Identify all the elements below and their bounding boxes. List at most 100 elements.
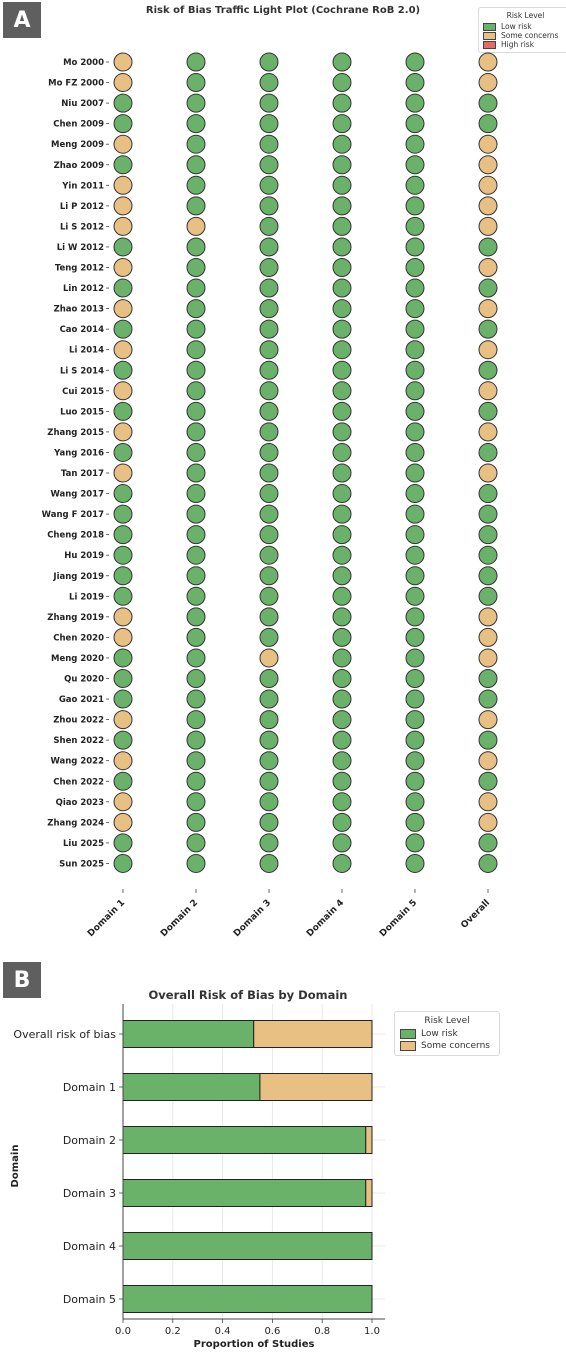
judgement-dot-wang-2017-domain-2 xyxy=(186,484,206,504)
judgement-dot-teng-2012-domain-4 xyxy=(332,258,352,277)
judgement-dot-cao-2014-domain-3 xyxy=(259,319,279,339)
study-label-mo-2000: Mo 2000 xyxy=(63,58,104,68)
judgement-dot-hu-2019-domain-3 xyxy=(259,545,279,565)
judgement-dot-luo-2015-domain-3 xyxy=(259,401,279,421)
category-label-domain-2: Domain 2 xyxy=(63,1134,116,1147)
legend-label-low: Low risk xyxy=(501,22,532,31)
judgement-dot-mo-fz-2000-domain-3 xyxy=(259,73,279,93)
judgement-dot-mo-2000-domain-3 xyxy=(259,52,279,72)
judgement-dot-mo-2000-domain-4 xyxy=(332,52,352,72)
judgement-dot-li-2014-domain-5 xyxy=(405,340,425,360)
judgement-dot-zhao-2013-domain-4 xyxy=(332,299,352,319)
judgement-dot-meng-2009-domain-4 xyxy=(332,134,352,154)
judgement-dot-shen-2022-domain-5 xyxy=(405,730,425,750)
judgement-dot-niu-2007-overall xyxy=(478,93,498,113)
study-label-cui-2015: Cui 2015 xyxy=(62,387,104,397)
category-label-domain-1: Domain 1 xyxy=(63,1081,116,1094)
judgement-dot-li-2019-domain-4 xyxy=(332,586,352,606)
judgement-dot-wang-2017-overall xyxy=(478,484,498,504)
judgement-dot-wang-2017-domain-3 xyxy=(259,484,279,504)
study-label-yin-2011: Yin 2011 xyxy=(61,181,104,191)
judgement-dot-cui-2015-overall xyxy=(478,381,498,401)
judgement-dot-meng-2020-domain-2 xyxy=(186,648,206,668)
judgement-dot-niu-2007-domain-5 xyxy=(405,93,425,113)
bar-domain-3-some-concerns xyxy=(365,1179,373,1207)
judgement-dot-tan-2017-domain-5 xyxy=(405,463,425,483)
judgement-dot-yang-2016-domain-1 xyxy=(113,442,133,462)
judgement-dot-li-w-2012-domain-3 xyxy=(259,237,279,257)
judgement-dot-qu-2020-domain-5 xyxy=(405,669,425,688)
study-label-chen-2020: Chen 2020 xyxy=(53,633,104,643)
legend-item-low-risk: Low risk xyxy=(483,22,566,31)
judgement-dot-li-2019-domain-5 xyxy=(405,586,425,606)
judgement-dot-teng-2012-domain-2 xyxy=(186,258,206,277)
bar-overall-risk-of-bias-low-risk xyxy=(122,1020,255,1048)
judgement-dot-wang-2022-domain-3 xyxy=(259,751,279,771)
judgement-dot-wang-f-2017-domain-2 xyxy=(186,504,206,524)
judgement-dot-li-s-2012-domain-1 xyxy=(113,216,133,236)
judgement-dot-sun-2025-domain-2 xyxy=(186,853,206,873)
judgement-dot-mo-fz-2000-domain-5 xyxy=(405,73,425,93)
judgement-dot-teng-2012-overall xyxy=(478,258,498,277)
study-label-meng-2009: Meng 2009 xyxy=(51,140,104,150)
judgement-dot-zhang-2024-domain-5 xyxy=(405,812,425,832)
study-label-zhang-2015: Zhang 2015 xyxy=(47,428,104,438)
judgement-dot-yin-2011-domain-1 xyxy=(113,175,133,195)
judgement-dot-lin-2012-domain-3 xyxy=(259,278,279,298)
judgement-dot-chen-2022-domain-2 xyxy=(186,771,206,791)
judgement-dot-zhang-2015-domain-2 xyxy=(186,422,206,442)
study-label-cheng-2018: Cheng 2018 xyxy=(47,531,104,541)
judgement-dot-qu-2020-domain-4 xyxy=(332,669,352,688)
judgement-dot-sun-2025-domain-4 xyxy=(332,853,352,873)
judgement-dot-yang-2016-overall xyxy=(478,442,498,462)
judgement-dot-zhao-2009-domain-5 xyxy=(405,155,425,175)
judgement-dot-shen-2022-domain-4 xyxy=(332,730,352,750)
judgement-dot-yang-2016-domain-4 xyxy=(332,442,352,462)
category-label-overall-risk-of-bias: Overall risk of bias xyxy=(13,1028,116,1041)
judgement-dot-zhang-2015-domain-4 xyxy=(332,422,352,442)
judgement-dot-li-w-2012-domain-5 xyxy=(405,237,425,257)
y-axis-label: Domain xyxy=(10,1145,21,1188)
judgement-dot-lin-2012-domain-5 xyxy=(405,278,425,298)
judgement-dot-wang-2022-domain-1 xyxy=(113,751,133,771)
judgement-dot-chen-2009-overall xyxy=(478,114,498,134)
judgement-dot-meng-2020-domain-3 xyxy=(259,648,279,668)
judgement-dot-niu-2007-domain-2 xyxy=(186,93,206,113)
judgement-dot-zhou-2022-domain-3 xyxy=(259,710,279,730)
judgement-dot-wang-2017-domain-1 xyxy=(113,484,133,504)
judgement-dot-cao-2014-domain-2 xyxy=(186,319,206,339)
judgement-dot-meng-2009-domain-2 xyxy=(186,134,206,154)
judgement-dot-chen-2022-domain-1 xyxy=(113,771,133,791)
judgement-dot-lin-2012-domain-1 xyxy=(113,278,133,298)
judgement-dot-li-p-2012-domain-4 xyxy=(332,196,352,216)
traffic-light-plot: Mo 2000 Mo FZ 2000 Niu 2007 Chen 2009 Meng 2… xyxy=(42,52,498,939)
legend-swatch-some xyxy=(483,31,496,40)
judgement-dot-meng-2020-overall xyxy=(478,648,498,668)
judgement-dot-li-s-2012-domain-4 xyxy=(332,216,352,236)
bar-domain-3-low-risk xyxy=(122,1179,367,1207)
judgement-dot-zhang-2019-domain-3 xyxy=(259,607,279,627)
judgement-dot-tan-2017-overall xyxy=(478,463,498,483)
judgement-dot-luo-2015-domain-1 xyxy=(113,401,133,421)
judgement-dot-cheng-2018-domain-5 xyxy=(405,525,425,545)
study-label-teng-2012: Teng 2012 xyxy=(55,264,104,274)
study-label-li-s-2014: Li S 2014 xyxy=(60,366,104,376)
judgement-dot-li-2014-overall xyxy=(478,340,498,360)
judgement-dot-gao-2021-domain-5 xyxy=(405,689,425,709)
study-label-cao-2014: Cao 2014 xyxy=(60,325,105,335)
legend-swatch-some-b xyxy=(400,1041,416,1051)
judgement-dot-chen-2020-domain-1 xyxy=(113,627,133,647)
judgement-dot-chen-2020-domain-2 xyxy=(186,627,206,647)
judgement-dot-yin-2011-domain-5 xyxy=(405,175,425,195)
judgement-dot-hu-2019-domain-4 xyxy=(332,545,352,565)
judgement-dot-qu-2020-overall xyxy=(478,669,498,688)
bar-chart-legend: Risk Level Low risk Some concerns xyxy=(394,1011,500,1056)
judgement-dot-yang-2016-domain-3 xyxy=(259,442,279,462)
judgement-dot-zhang-2024-domain-3 xyxy=(259,812,279,832)
judgement-dot-jiang-2019-domain-2 xyxy=(186,566,206,586)
judgement-dot-shen-2022-overall xyxy=(478,730,498,750)
legend-label-some: Some concerns xyxy=(501,31,559,40)
judgement-dot-wang-2022-overall xyxy=(478,751,498,771)
judgement-dot-mo-fz-2000-domain-4 xyxy=(332,73,352,93)
study-label-liu-2025: Liu 2025 xyxy=(63,839,104,849)
